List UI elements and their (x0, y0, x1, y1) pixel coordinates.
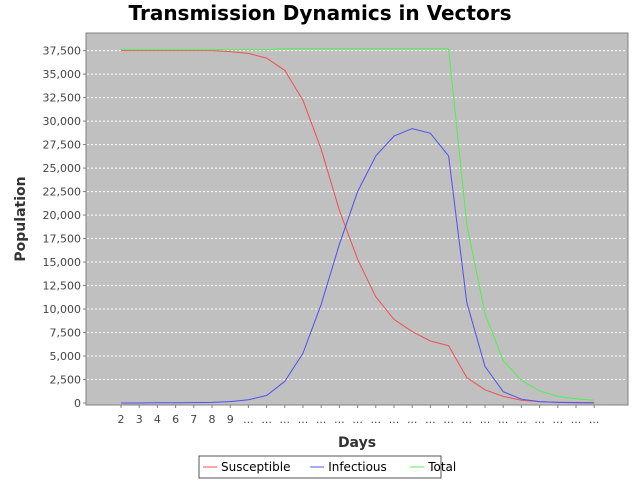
y-tick-label: 15,000 (43, 256, 82, 269)
legend-label: Infectious (328, 460, 387, 474)
y-axis: 0 2,500 5,000 7,500 10,000 12,500 15,000 17,500… (43, 45, 86, 410)
x-tick-label: ... (298, 413, 309, 426)
x-tick-label: 8 (209, 413, 216, 426)
y-tick-label: 12,500 (43, 280, 82, 293)
x-tick-label: ... (443, 413, 454, 426)
y-tick-label: 32,500 (43, 92, 82, 105)
y-tick-label: 2,500 (50, 374, 82, 387)
y-tick-label: 20,000 (43, 209, 82, 222)
x-tick-label: ... (334, 413, 345, 426)
x-axis-label: Days (338, 435, 376, 451)
x-tick-label: ... (571, 413, 582, 426)
grid-lines (87, 50, 627, 381)
x-tick-label: ... (261, 413, 272, 426)
x-tick-label: ... (498, 413, 509, 426)
y-tick-label: 22,500 (43, 186, 82, 199)
x-tick-label: 4 (154, 413, 161, 426)
x-tick-label: ... (352, 413, 363, 426)
x-tick-label: ... (589, 413, 600, 426)
plot-area (85, 32, 629, 406)
x-tick-label: ... (407, 413, 418, 426)
y-tick-label: 25,000 (43, 162, 82, 175)
legend-label: Susceptible (221, 460, 290, 474)
x-tick-label: ... (280, 413, 291, 426)
x-tick-label: 9 (227, 413, 234, 426)
series-line-susceptible (121, 50, 595, 404)
x-tick-label: ... (516, 413, 527, 426)
y-tick-label: 30,000 (43, 115, 82, 128)
y-tick-label: 0 (74, 397, 81, 410)
y-tick-label: 5,000 (50, 350, 82, 363)
y-tick-label: 37,500 (43, 45, 82, 58)
x-tick-label: ... (425, 413, 436, 426)
x-tick-label: ... (480, 413, 491, 426)
y-tick-label: 27,500 (43, 139, 82, 152)
x-tick-label: 7 (190, 413, 197, 426)
y-tick-label: 10,000 (43, 303, 82, 316)
x-tick-label: 6 (172, 413, 179, 426)
series-line-infectious (121, 128, 595, 404)
series-line-total (121, 48, 595, 401)
series-layer (121, 48, 595, 404)
x-tick-label: 2 (118, 413, 125, 426)
x-tick-label: ... (243, 413, 254, 426)
x-tick-label: ... (462, 413, 473, 426)
legend-label: Total (427, 460, 456, 474)
y-tick-label: 35,000 (43, 68, 82, 81)
y-tick-label: 17,500 (43, 233, 82, 246)
chart-title: Transmission Dynamics in Vectors (129, 1, 512, 25)
x-tick-label: ... (553, 413, 564, 426)
x-tick-label: ... (534, 413, 545, 426)
x-tick-label: ... (316, 413, 327, 426)
y-axis-label: Population (13, 176, 29, 261)
legend: Susceptible Infectious Total (198, 455, 456, 479)
x-tick-label: 3 (136, 413, 143, 426)
x-tick-label: ... (389, 413, 400, 426)
x-axis: 2 3 4 6 7 8 9.................................… (118, 405, 600, 426)
x-tick-label: ... (371, 413, 382, 426)
y-tick-label: 7,500 (50, 327, 82, 340)
